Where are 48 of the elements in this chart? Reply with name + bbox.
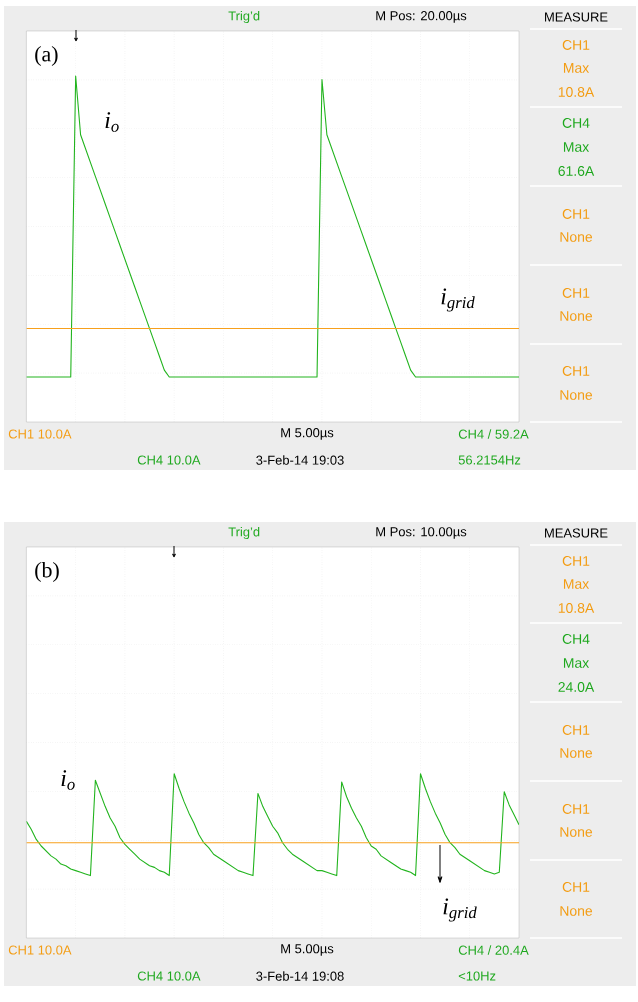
text: Max: [563, 579, 590, 589]
text: 24.0A: [558, 682, 595, 692]
text: 61.6A: [558, 166, 595, 176]
text: CH1: [562, 209, 590, 219]
text: CH1: [562, 725, 590, 735]
text: CH1 10.0A: [8, 429, 72, 439]
text: Max: [563, 658, 590, 668]
series-label: i$_{o}$: [61, 770, 75, 790]
text: M 5.00µs: [281, 428, 334, 440]
text: CH1: [562, 556, 590, 566]
text: Max: [563, 63, 590, 73]
text: None: [560, 827, 593, 837]
text: <10Hz: [458, 971, 496, 981]
text: None: [560, 311, 593, 321]
text: CH4: [562, 634, 590, 644]
text: CH4 10.0A: [137, 455, 201, 465]
text: CH4 10.0A: [137, 971, 201, 981]
text: M 5.00µs: [281, 944, 334, 956]
text: Trig’d: [228, 10, 260, 24]
text: CH4: [562, 118, 590, 128]
text: CH1: [562, 804, 590, 814]
text: Trig’d: [228, 526, 260, 540]
text: (a): [35, 46, 58, 66]
text: 10.8A: [558, 87, 595, 97]
text: 3-Feb-14 19:03: [256, 455, 344, 465]
text: M Pos: 10.00µs: [376, 527, 467, 539]
text: CH1: [562, 40, 590, 50]
text: 56.2154Hz: [458, 455, 521, 465]
text: None: [560, 390, 593, 400]
text: CH4 / 59.2A: [458, 429, 529, 439]
text: MEASURE: [545, 12, 608, 22]
text: None: [560, 748, 593, 758]
text: CH1: [562, 366, 590, 376]
text: 3-Feb-14 19:08: [256, 971, 344, 981]
series-label: i$_{grid}$: [441, 288, 475, 312]
text: None: [560, 232, 593, 242]
text: 10.8A: [558, 603, 595, 613]
text: Max: [563, 142, 590, 152]
text: None: [560, 906, 593, 916]
series-label: i$_{o}$: [105, 112, 119, 132]
text: (b): [35, 562, 59, 582]
text: CH4 / 20.4A: [458, 945, 529, 955]
text: CH1 10.0A: [8, 945, 72, 955]
text: CH1: [562, 288, 590, 298]
text: M Pos: 20.00µs: [376, 11, 467, 23]
text: i$_{grid}$: [443, 898, 477, 922]
text: CH1: [562, 882, 590, 892]
text: MEASURE: [545, 528, 608, 538]
